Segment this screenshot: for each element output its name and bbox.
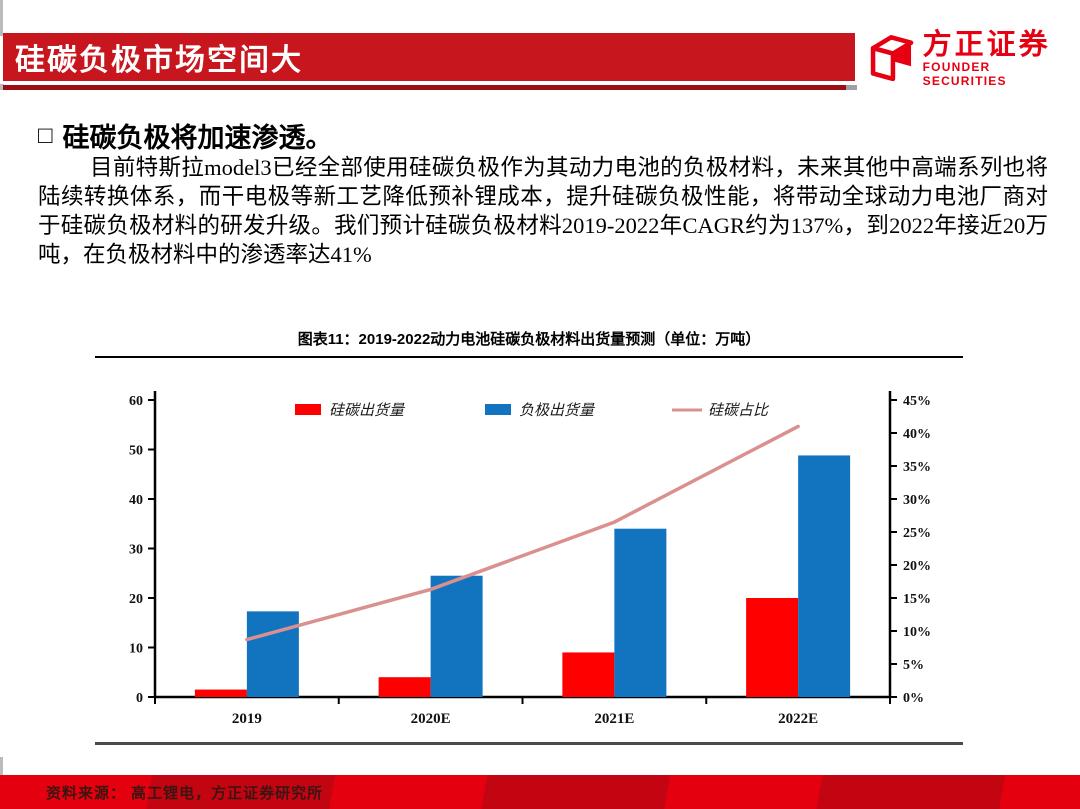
right-axis-tick-label: 45%	[903, 394, 931, 409]
legend-swatch-anode	[485, 404, 511, 415]
bottom-left-edge-mark	[0, 757, 3, 775]
left-axis-tick-label: 0	[136, 691, 143, 706]
right-axis-tick-label: 20%	[903, 559, 931, 574]
anode-shipment-bar-2021E	[614, 528, 667, 697]
header-underline-left-cap	[0, 84, 4, 90]
x-category-label: 2021E	[594, 711, 634, 727]
left-axis-tick-label: 20	[129, 592, 143, 607]
combo-chart: 0 10 20 30 40 50 60 0% 5% 10% 15% 20% 25% 30% 35% 40% 45…	[129, 391, 931, 727]
x-category-label: 2019	[232, 711, 262, 727]
right-axis-tick-label: 40%	[903, 427, 931, 442]
silicon-shipment-bar-2020E	[378, 677, 431, 697]
logo-text: 方正证券 FOUNDER SECURITIES	[923, 30, 1064, 88]
source-note: 资料来源： 高工锂电，方正证券研究所	[46, 784, 324, 802]
right-axis-tick-label: 30%	[903, 493, 931, 508]
x-category-label: 2022E	[778, 711, 818, 727]
right-axis-tick-label: 10%	[903, 625, 931, 640]
section-heading: 硅碳负极将加速渗透。	[62, 123, 333, 153]
body-paragraph: 目前特斯拉model3已经全部使用硅碳负极作为其动力电池的负极材料，未来其他中高…	[38, 155, 1048, 267]
silicon-shipment-bar-2019	[194, 689, 247, 697]
anode-shipment-bar-2019	[246, 611, 299, 697]
anode-shipment-bar-2020E	[430, 575, 483, 697]
legend-label-silicon: 硅碳出货量	[329, 401, 406, 419]
chart-section: 图表11：2019-2022动力电池硅碳负极材料出货量预测（单位：万吨） 0 10…	[95, 328, 963, 745]
left-axis-tick-label: 40	[129, 493, 143, 508]
right-axis-tick-label: 15%	[903, 592, 931, 607]
section-heading-row: □ 硅碳负极将加速渗透。	[38, 116, 333, 155]
page-title: 硅碳负极市场空间大	[15, 44, 303, 77]
silicon-shipment-bar-2021E	[562, 652, 615, 697]
left-axis-tick-label: 60	[129, 394, 143, 409]
right-axis-tick-label: 25%	[903, 526, 931, 541]
founder-cube-icon	[870, 35, 914, 82]
header-underline-right-cap	[846, 85, 857, 90]
header-underline	[3, 85, 846, 90]
left-axis-tick-label: 30	[129, 543, 143, 558]
legend-swatch-silicon	[295, 404, 321, 415]
founder-securities-logo: 方正证券 FOUNDER SECURITIES	[864, 30, 1064, 88]
silicon-share-line	[245, 424, 800, 642]
silicon-shipment-bar-2022E	[746, 598, 799, 697]
header-bar: 硅碳负极市场空间大	[3, 33, 855, 81]
right-axis-tick-label: 5%	[903, 658, 924, 673]
legend-label-anode: 负极出货量	[519, 401, 596, 419]
chart-title: 图表11：2019-2022动力电池硅碳负极材料出货量预测（单位：万吨）	[95, 328, 963, 358]
logo-name-en: FOUNDER SECURITIES	[922, 60, 1007, 88]
anode-shipment-bar-2022E	[798, 455, 851, 697]
square-bullet-icon: □	[38, 121, 53, 149]
chart-bottom-rule	[95, 742, 963, 745]
legend-label-share: 硅碳占比	[708, 401, 770, 419]
top-left-edge-mark	[0, 0, 3, 36]
footer-bar: 资料来源： 高工锂电，方正证券研究所	[0, 775, 1080, 809]
logo-name-cn: 方正证券	[922, 29, 1051, 61]
x-category-label: 2020E	[411, 711, 451, 727]
left-axis-tick-label: 50	[129, 444, 143, 459]
right-axis-tick-label: 35%	[903, 460, 931, 475]
right-axis-tick-label: 0%	[903, 691, 924, 706]
left-axis-tick-label: 10	[129, 642, 143, 657]
